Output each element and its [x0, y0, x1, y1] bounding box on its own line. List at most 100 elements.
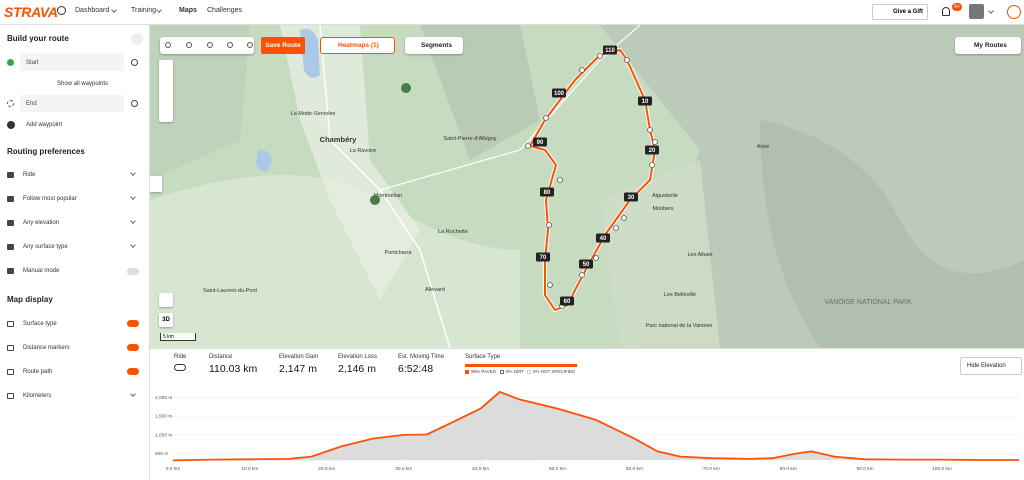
- distance-marker: 60: [564, 299, 571, 305]
- place-label: Les Allues: [687, 252, 712, 258]
- end-input[interactable]: [20, 95, 124, 112]
- waypoint: [647, 127, 653, 133]
- toggle-on[interactable]: [127, 344, 139, 351]
- tool-icon[interactable]: [227, 42, 233, 48]
- place-label: Montmélian: [374, 193, 402, 199]
- start-label[interactable]: Start: [26, 60, 39, 66]
- close-button[interactable]: [131, 33, 143, 45]
- add-waypoint[interactable]: Add waypoint: [26, 122, 63, 128]
- distance-marker: 30: [628, 195, 635, 201]
- distance-marker-bg: [645, 145, 659, 155]
- distance-marker-bg: [624, 192, 638, 202]
- place-label: Saint-Pierre-d'Albigny: [443, 136, 496, 142]
- terrain: [420, 25, 540, 160]
- create-button[interactable]: [1007, 5, 1021, 19]
- start-input[interactable]: [20, 54, 124, 71]
- heatmaps-button[interactable]: Heatmaps (1): [320, 37, 395, 54]
- surface-legend: 5% NOT SPECIFIED: [533, 369, 576, 374]
- distance-marker: 10: [642, 99, 649, 105]
- hide-elevation-button[interactable]: Hide Elevation: [960, 357, 1022, 375]
- x-tick-label: 50.0 km: [549, 466, 566, 472]
- surface-legend: 95% PAVED: [471, 369, 496, 374]
- waypoint: [543, 115, 549, 121]
- place-label: Les Belleville: [664, 292, 696, 298]
- display-icon: [7, 321, 14, 327]
- pref-icon: [7, 172, 14, 178]
- x-tick-label: 60.0 km: [626, 466, 643, 472]
- collapse-sidebar[interactable]: [150, 176, 162, 192]
- waypoint: [546, 222, 552, 228]
- avatar[interactable]: [969, 4, 984, 19]
- place-label: La Ravoire: [350, 148, 377, 154]
- distance-marker-bg: [533, 137, 547, 147]
- my-routes-button[interactable]: My Routes: [955, 37, 1021, 54]
- tool-icon[interactable]: [247, 42, 253, 48]
- layers-button[interactable]: [159, 293, 173, 307]
- locate-icon[interactable]: [131, 100, 138, 107]
- zoom-controls[interactable]: [159, 60, 173, 122]
- stat-value: 6:52:48: [398, 363, 434, 375]
- tool-icon[interactable]: [207, 42, 213, 48]
- nav-item[interactable]: Challenges: [207, 7, 243, 14]
- nav-item[interactable]: Maps: [179, 7, 197, 14]
- x-tick-label: 100.0 km: [932, 466, 952, 472]
- poi-icon: [401, 83, 411, 93]
- nav-item[interactable]: Training: [131, 7, 157, 14]
- place-label: Allevard: [425, 287, 445, 293]
- distance-marker: 80: [544, 190, 551, 196]
- display-option[interactable]: Route path: [23, 369, 53, 375]
- surface-swatch: [527, 370, 531, 374]
- toggle-on[interactable]: [127, 320, 139, 327]
- waypoint: [624, 57, 630, 63]
- end-dot: [7, 100, 14, 107]
- locate-icon[interactable]: [131, 59, 138, 66]
- terrain: [150, 25, 250, 180]
- display-option[interactable]: Surface type: [23, 321, 57, 327]
- waypoint: [557, 177, 563, 183]
- waypoint: [525, 143, 531, 149]
- x-tick-label: 90.0 km: [857, 466, 874, 472]
- surface-swatch: [500, 370, 504, 374]
- stat-value: 2,146 m: [338, 363, 376, 375]
- display-option[interactable]: Kilometers: [23, 393, 52, 399]
- routing-option[interactable]: Any elevation: [23, 220, 60, 226]
- save-route-button[interactable]: Save Route: [261, 37, 305, 54]
- view-3d-button[interactable]: 3D: [159, 313, 173, 327]
- bell-icon[interactable]: [942, 7, 950, 16]
- tool-icon[interactable]: [165, 42, 171, 48]
- segments-button[interactable]: Segments: [405, 37, 463, 54]
- toggle-off[interactable]: [127, 268, 139, 275]
- tool-icon[interactable]: [186, 42, 192, 48]
- routing-option[interactable]: Follow most popular: [23, 196, 77, 202]
- stat-value: 110.03 km: [209, 363, 258, 375]
- lake: [256, 149, 272, 172]
- stat-label: Est. Moving Time: [398, 354, 445, 360]
- surface-title: Surface Type: [465, 354, 501, 360]
- logo[interactable]: STRAVA: [4, 4, 58, 20]
- waypoint: [579, 272, 585, 278]
- search-icon[interactable]: [57, 6, 66, 15]
- place-label: Aiguebelle: [652, 193, 678, 199]
- distance-marker: 50: [583, 262, 590, 268]
- routing-option[interactable]: Manual mode: [23, 268, 60, 274]
- display-option[interactable]: Distance markers: [23, 345, 70, 351]
- nav-item[interactable]: Dashboard: [75, 7, 110, 14]
- notification-badge: 9+: [952, 3, 962, 11]
- waypoint: [652, 139, 658, 145]
- end-label[interactable]: End: [26, 101, 37, 107]
- distance-marker-bg: [638, 96, 652, 106]
- display-icon: [7, 369, 14, 375]
- top-nav: [0, 0, 1024, 25]
- section-title: Map display: [7, 295, 53, 304]
- bike-icon: [174, 364, 186, 371]
- sidebar-title: Build your route: [7, 34, 69, 43]
- show-waypoints[interactable]: Show all waypoints: [57, 81, 109, 87]
- stat-value: 2,147 m: [279, 363, 317, 375]
- place-label: Moûtiers: [652, 206, 673, 212]
- routing-option[interactable]: Any surface type: [23, 244, 68, 250]
- toggle-on[interactable]: [127, 368, 139, 375]
- place-label: Pontcharra: [385, 250, 413, 256]
- routing-option[interactable]: Ride: [23, 172, 36, 178]
- gift-button[interactable]: Give a Gift: [872, 4, 928, 20]
- add-icon[interactable]: [7, 121, 15, 129]
